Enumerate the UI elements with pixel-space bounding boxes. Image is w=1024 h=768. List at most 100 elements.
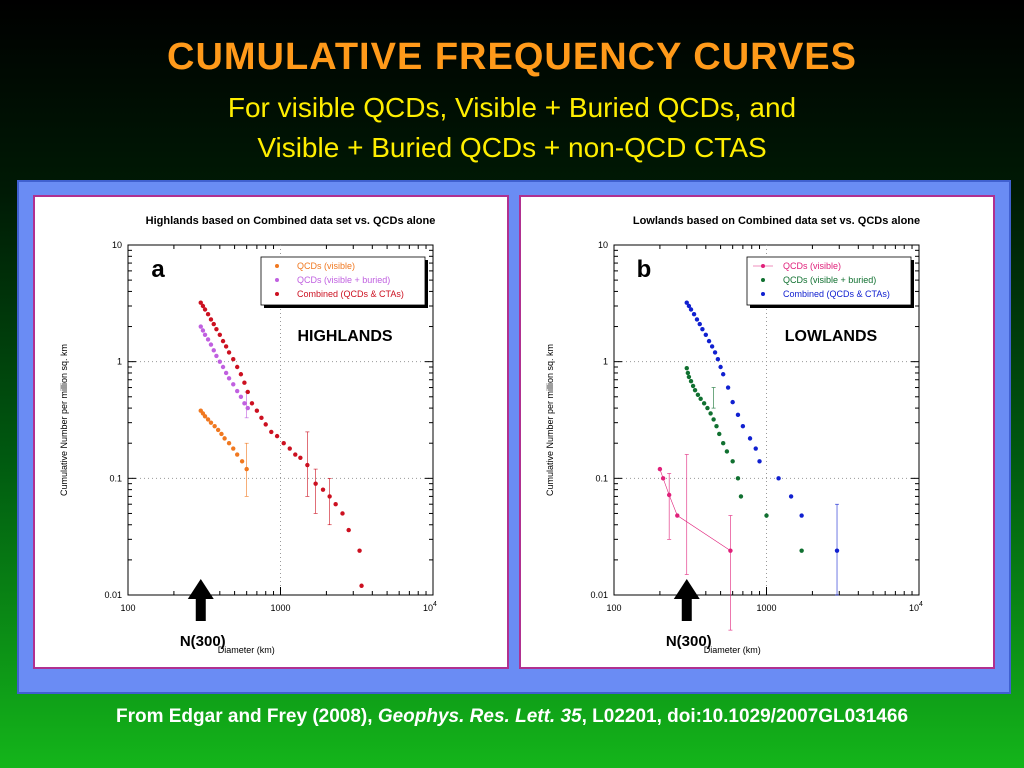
data-point (222, 436, 227, 441)
panel-letter: a (151, 256, 165, 283)
data-point (712, 350, 718, 355)
data-point (753, 446, 758, 451)
data-point (333, 502, 338, 507)
data-point (219, 431, 224, 437)
y-tick-label: 0.1 (595, 473, 608, 483)
data-point (244, 466, 249, 472)
panel-letter: b (637, 256, 652, 283)
data-point (214, 326, 219, 332)
data-point (211, 348, 216, 353)
legend-label: QCDs (visible) (783, 261, 841, 271)
y-tick-label: 0.1 (109, 473, 122, 483)
data-point (685, 370, 691, 376)
data-point (202, 332, 208, 337)
data-point (359, 583, 364, 588)
legend-label: Combined (QCDs & CTAs) (783, 289, 890, 299)
data-point (287, 446, 292, 451)
data-point (234, 452, 240, 457)
data-point (720, 441, 726, 446)
n300-arrow-head (187, 579, 214, 599)
x-tick-label: 104 (423, 601, 437, 613)
data-point (281, 441, 286, 446)
data-point (198, 300, 203, 305)
data-point (200, 328, 206, 333)
data-point (720, 372, 726, 377)
data-point (688, 307, 694, 312)
legend-label: QCDs (visible + buried) (783, 275, 876, 285)
data-point (269, 429, 274, 435)
data-point (660, 476, 666, 481)
data-point (728, 548, 733, 553)
data-point (706, 338, 712, 344)
data-point (245, 405, 250, 411)
data-point (724, 449, 730, 454)
data-point (245, 389, 250, 395)
data-point (198, 324, 203, 329)
data-point (686, 303, 692, 309)
legend-marker (761, 278, 765, 282)
x-tick-label-base: 10 (909, 603, 919, 613)
data-point (211, 321, 216, 327)
data-point (231, 356, 236, 362)
data-point (202, 307, 208, 312)
n300-arrow-head (673, 579, 700, 599)
data-point (305, 462, 310, 468)
data-point (298, 455, 303, 460)
y-tick-label: 10 (598, 240, 608, 250)
data-point (238, 372, 244, 377)
data-point (223, 370, 229, 376)
data-point (226, 441, 232, 446)
y-tick-label: 1 (117, 357, 122, 367)
data-point (217, 332, 223, 337)
data-point (735, 412, 741, 418)
data-point (688, 379, 694, 384)
data-point (709, 344, 715, 349)
x-tick-label-exponent: 4 (433, 601, 437, 608)
data-point (701, 401, 707, 406)
y-tick-label: 0.01 (590, 590, 608, 600)
chart-highlands: Highlands based on Combined data set vs.… (59, 215, 437, 655)
data-point (254, 408, 260, 413)
y-axis-label: Cumulative Number per million sq. km (59, 344, 69, 496)
x-tick-label: 100 (606, 603, 621, 613)
data-point (293, 452, 298, 457)
data-point (274, 433, 280, 439)
data-point (231, 446, 236, 451)
data-point (738, 494, 744, 499)
data-point (238, 394, 244, 399)
data-point (776, 476, 781, 481)
data-point (242, 401, 247, 406)
data-point (259, 415, 264, 421)
region-label: HIGHLANDS (297, 328, 392, 345)
citation: From Edgar and Frey (2008), Geophys. Res… (0, 706, 1024, 728)
n300-label: N(300) (666, 633, 712, 650)
data-point (708, 411, 713, 416)
x-axis-label: Diameter (km) (704, 645, 761, 655)
data-point (684, 365, 689, 371)
data-point (730, 399, 735, 405)
citation-journal: Geophys. Res. Lett. 35 (377, 706, 582, 727)
data-point (711, 417, 716, 422)
data-point (220, 364, 226, 370)
data-point (205, 337, 211, 342)
data-point (234, 388, 240, 394)
data-point (717, 431, 722, 437)
data-point (223, 344, 229, 349)
y-tick-label: 1 (603, 357, 608, 367)
legend-marker (761, 292, 765, 296)
data-point (202, 414, 208, 419)
data-point (675, 513, 680, 518)
data-point (657, 466, 663, 472)
chart-title: Lowlands based on Combined data set vs. … (633, 215, 920, 227)
n300-arrow-shaft (681, 595, 692, 621)
data-point (705, 405, 710, 411)
chart-lowlands: Lowlands based on Combined data set vs. … (545, 215, 923, 655)
data-point (205, 312, 211, 317)
data-point (212, 423, 217, 429)
x-tick-label-exponent: 4 (919, 601, 923, 608)
data-point (714, 423, 719, 429)
slide-subtitle-line2: Visible + Buried QCDs + non-QCD CTAS (257, 132, 767, 163)
data-point (692, 387, 698, 393)
series-line (659, 468, 731, 551)
data-point (226, 376, 232, 381)
